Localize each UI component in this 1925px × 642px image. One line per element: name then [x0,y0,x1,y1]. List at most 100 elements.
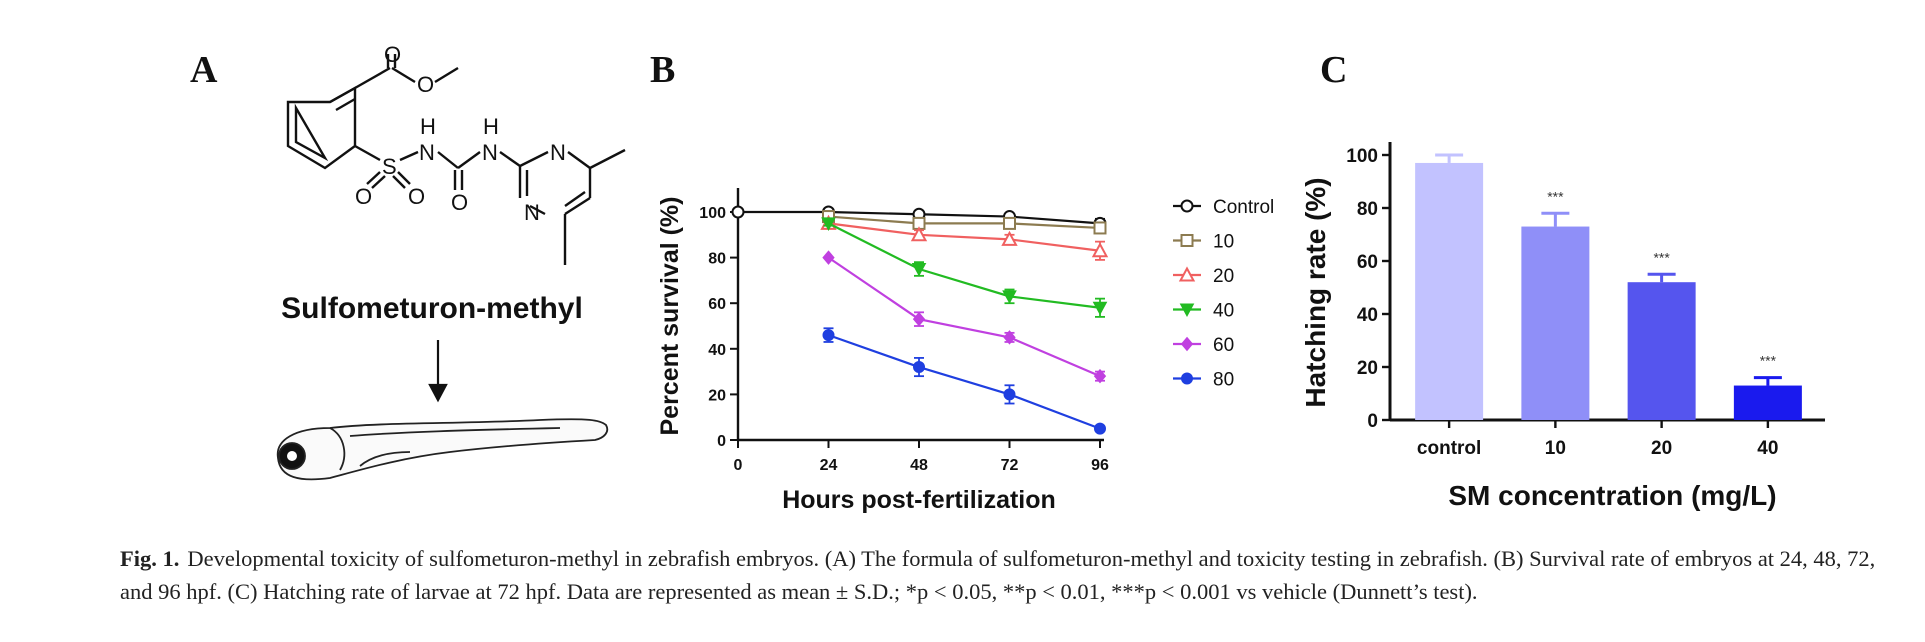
b-series-line [828,222,1101,252]
c-x-tick-label: 10 [1545,438,1566,459]
b-legend-label: 20 [1213,266,1234,287]
atom-o-ester: O [417,72,434,97]
b-y-tick-label: 80 [708,251,726,268]
b-data-point [1093,221,1107,235]
c-x-axis-label: SM concentration (mg/L) [1448,480,1776,511]
b-legend-marker [1180,336,1194,352]
b-legend-marker [1178,266,1196,282]
b-y-tick-label: 0 [717,433,726,450]
b-legend-marker [1180,234,1194,247]
b-data-point [1001,230,1018,246]
b-x-tick-label: 96 [1091,457,1109,474]
atom-h-2: H [483,114,499,139]
b-x-tick-label: 72 [1001,457,1019,474]
atom-n-ring-2: N [524,200,540,225]
c-y-tick-label: 100 [1346,146,1378,167]
c-y-tick-label: 20 [1357,358,1378,379]
b-y-axis-label: Percent survival (%) [656,197,684,436]
atom-s: S [382,154,397,179]
b-legend-item-40: 40 [1173,301,1234,322]
b-data-point [731,205,745,219]
b-data-point [1092,301,1108,316]
b-data-point [913,361,925,374]
b-data-point [1003,388,1016,401]
atom-labels: O O H N H N S O O O N N [355,42,566,225]
b-data-point [912,311,926,327]
c-y-axis-label: Hatching rate (%) [1300,177,1331,407]
c-bar-40 [1733,385,1802,420]
b-legend-label: 80 [1213,370,1234,391]
zebrafish-larva-icon [276,418,609,481]
panel-c-letter: C [1320,49,1348,91]
b-data-point [822,329,835,342]
b-legend-item-60: 60 [1173,335,1234,356]
c-x-tick-label: control [1417,438,1481,459]
b-series-line [827,256,1101,378]
atom-n-ring-1: N [550,140,566,165]
b-data-point [1094,422,1106,435]
c-y-tick-label: 80 [1357,199,1378,220]
b-legend-item-control: Control [1173,197,1274,218]
b-series-60 [822,250,1107,384]
c-y-tick-label: 0 [1367,411,1378,432]
b-data-point [821,217,836,231]
atom-n-1: N [419,140,435,165]
b-legend-label: Control [1213,197,1274,218]
atom-n-2: N [482,140,498,165]
panel-b-chart: 0 20 40 60 80 100 0 24 48 72 96 Hours post-fertiliz… [656,188,1274,514]
c-y-tick-label: 40 [1357,305,1378,326]
atom-o-sulfonyl-2: O [408,184,425,209]
b-legend-marker [1180,199,1194,213]
panel-c-chart: 0 20 40 60 80 100 control 10 *** 20 *** 40 *** SM con… [1300,142,1825,511]
panel-a-figure: O O H N H N S O O O N N Sulfometuron-met… [276,42,626,481]
b-legend-marker [1179,303,1195,318]
b-series-line [828,334,1101,430]
chemical-structure [286,54,626,265]
atom-h-1: H [420,114,436,139]
compound-name: Sulfometuron-methyl [281,292,583,325]
caption-text: Developmental toxicity of sulfometuron-m… [120,546,1876,604]
c-bar-control [1415,162,1484,420]
b-y-tick-label: 40 [708,342,726,359]
panel-b-letter: B [650,49,676,91]
b-data-point [911,263,927,277]
b-x-tick-label: 24 [820,457,838,474]
c-bar-20 [1627,282,1696,420]
b-legend-marker [1181,372,1193,385]
b-series-line [828,222,1101,309]
b-data-point [822,250,835,265]
b-series-40 [821,217,1108,318]
atom-o-urea: O [451,190,468,215]
b-data-point [1091,242,1109,258]
panel-a-letter: A [190,49,218,91]
b-y-tick-label: 100 [699,205,726,222]
b-series-line [828,215,1101,230]
b-data-point [910,226,928,242]
b-x-tick-label: 48 [910,457,928,474]
b-x-axis-label: Hours post-fertilization [782,486,1056,514]
c-y-tick-label: 60 [1357,252,1378,273]
b-data-point [1002,290,1017,304]
b-legend-item-10: 10 [1173,232,1234,253]
atom-o-carbonyl: O [384,42,401,67]
benzene-inner-bond [294,103,329,162]
b-y-tick-label: 20 [708,387,726,404]
c-significance-label: *** [1760,353,1777,369]
c-significance-label: *** [1653,249,1670,265]
b-series-80 [822,327,1106,435]
atom-o-sulfonyl-1: O [355,184,372,209]
caption-label: Fig. 1. [120,546,180,571]
figure-caption: Fig. 1. Developmental toxicity of sulfome… [120,542,1910,608]
down-arrow-icon [428,340,448,403]
b-x-tick-label: 0 [734,457,743,474]
c-x-tick-label: 20 [1651,438,1672,459]
b-data-point [1003,330,1016,345]
b-data-point [1003,216,1016,230]
c-x-tick-label: 40 [1757,438,1778,459]
b-legend-label: 40 [1213,301,1234,322]
b-data-point [1093,368,1107,384]
c-bar-10 [1521,226,1590,420]
b-legend-label: 60 [1213,335,1234,356]
b-legend-item-20: 20 [1173,266,1234,287]
c-significance-label: *** [1547,188,1564,204]
